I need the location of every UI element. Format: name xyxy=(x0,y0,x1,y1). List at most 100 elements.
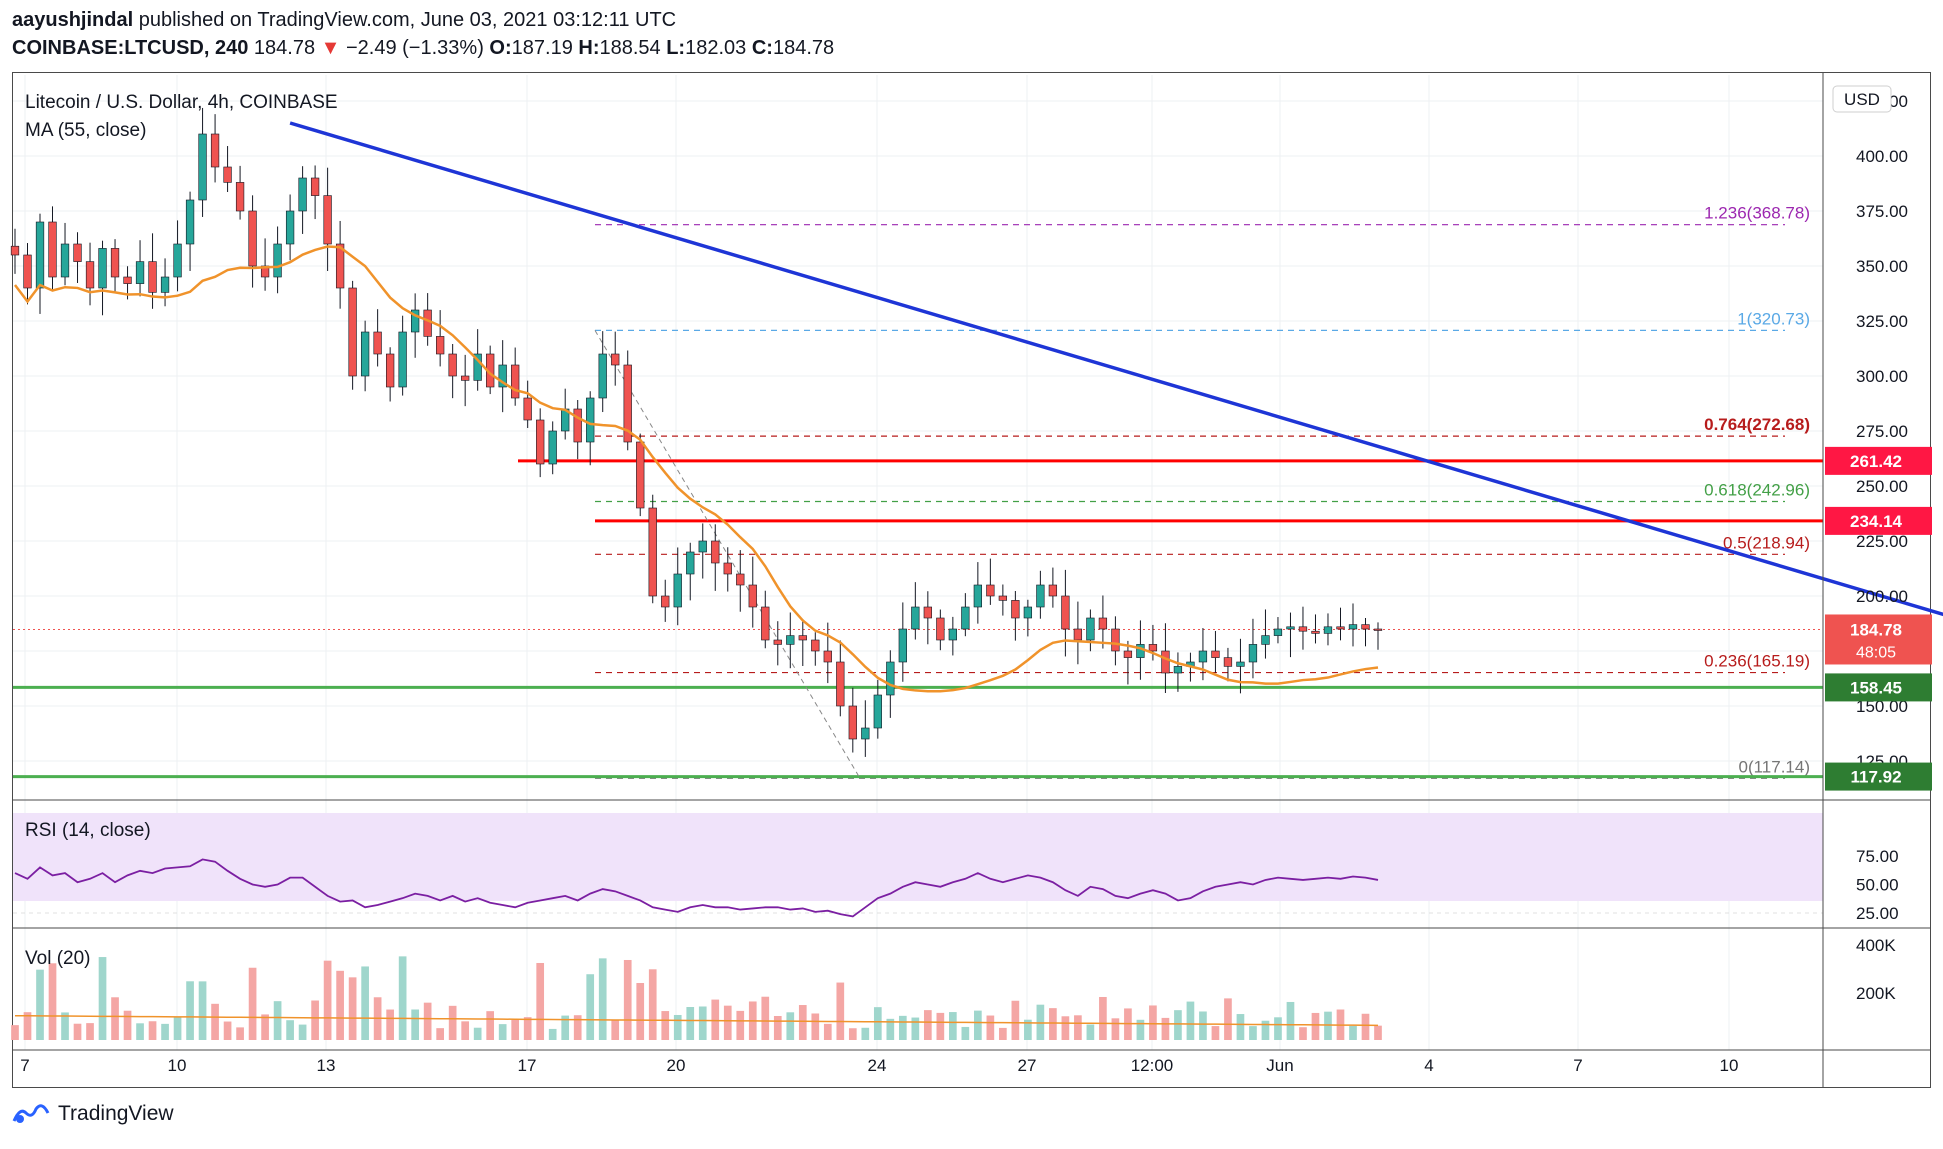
candle-down xyxy=(223,166,232,183)
candle-down xyxy=(1336,626,1345,630)
grid xyxy=(13,75,1823,1050)
volume-bar xyxy=(411,1009,419,1040)
volume-bar xyxy=(11,1025,19,1040)
volume-bar xyxy=(923,1010,932,1040)
volume-bar xyxy=(1211,1026,1220,1040)
candle-down xyxy=(761,606,770,641)
candle-down xyxy=(48,221,57,278)
trendline[interactable] xyxy=(289,121,1943,662)
volume-bar xyxy=(1286,1001,1295,1040)
currency-box[interactable] xyxy=(1832,85,1892,113)
volume-bar xyxy=(623,959,632,1040)
volume-bar xyxy=(773,1015,782,1040)
level-tag-label: 158.45 xyxy=(1850,678,1902,697)
volume-bar xyxy=(1011,1000,1020,1040)
candle-down xyxy=(23,254,32,289)
volume-bar xyxy=(736,1010,745,1040)
volume-bar xyxy=(611,1020,620,1040)
volume-bar xyxy=(448,1005,457,1040)
candle-down xyxy=(248,210,257,267)
candle-down xyxy=(836,661,845,707)
volume-bar xyxy=(486,1011,495,1040)
candle-up xyxy=(135,261,145,284)
candle-up xyxy=(1173,666,1183,674)
volume-bar xyxy=(873,1007,882,1040)
candle-up xyxy=(686,551,695,575)
fib-label: 0.5(218.94) xyxy=(1723,533,1810,552)
volume-bar xyxy=(461,1021,470,1040)
level-tag-label: 234.14 xyxy=(1850,512,1903,531)
volume-bar xyxy=(1074,1015,1082,1040)
candle-down xyxy=(1161,650,1170,674)
publish-info: aayushjindal published on TradingView.co… xyxy=(12,9,676,32)
volume-bar xyxy=(1324,1011,1332,1040)
chart-frame xyxy=(12,72,1931,1088)
price-change: −2.49 (−1.33%) xyxy=(345,37,484,59)
price-tick-label: 300.00 xyxy=(1856,367,1908,386)
footer-brand[interactable]: TradingView xyxy=(12,1102,174,1126)
volume-bar xyxy=(261,1014,269,1040)
candle-down xyxy=(648,507,657,597)
volume-bar xyxy=(248,967,257,1040)
time-tick-label: 10 xyxy=(168,1056,187,1075)
fib-label: 0.764(272.68) xyxy=(1704,415,1810,434)
low-value: 182.03 xyxy=(685,37,747,59)
candle-down xyxy=(623,364,632,443)
fib-label: 1(320.73) xyxy=(1737,309,1810,328)
fib-label: 0.618(242.96) xyxy=(1704,480,1810,499)
candle-down xyxy=(573,408,582,443)
volume-bar xyxy=(661,1011,670,1040)
time-tick-label: 13 xyxy=(317,1056,336,1075)
candle-down xyxy=(385,353,395,388)
low-label: L: xyxy=(666,37,686,59)
candle-up xyxy=(473,353,482,381)
time-tick-label: 20 xyxy=(667,1056,686,1075)
candle-down xyxy=(848,705,857,740)
publish-text: published on TradingView.com, June 03, 2… xyxy=(138,9,677,31)
price-tick-label: 200.00 xyxy=(1856,587,1908,606)
open-label: O: xyxy=(489,37,512,59)
candle-down xyxy=(1123,650,1133,658)
volume-bar xyxy=(986,1015,995,1040)
candle-down xyxy=(1011,600,1020,619)
volume-bar xyxy=(636,983,645,1040)
volume-bar xyxy=(361,966,369,1040)
price-tick-label: 150.00 xyxy=(1856,697,1908,716)
candle-down xyxy=(1048,584,1058,597)
candle-down xyxy=(73,243,82,262)
volume-bar xyxy=(1086,1024,1095,1040)
volume-bar xyxy=(1249,1026,1257,1040)
open-value: 187.19 xyxy=(511,37,573,59)
last-price-tag-label: 184.78 xyxy=(1850,620,1902,639)
close-value: 184.78 xyxy=(772,37,835,59)
candle-down xyxy=(123,276,132,284)
volume-bar xyxy=(811,1013,820,1040)
volume-bar xyxy=(974,1010,982,1040)
volume-bar xyxy=(798,1005,807,1040)
volume-bar xyxy=(1174,1010,1182,1040)
price-tick-label: 400.00 xyxy=(1856,147,1908,166)
volume-bar xyxy=(961,1026,970,1040)
candle-down xyxy=(448,353,457,377)
volume-bar xyxy=(686,1007,695,1040)
fib-label: 1.236(368.78) xyxy=(1704,204,1810,223)
candle-down xyxy=(511,364,520,399)
publisher-name[interactable]: aayushjindal xyxy=(12,9,134,31)
candle-down xyxy=(10,245,20,256)
candle-up xyxy=(973,584,982,608)
volume-bar xyxy=(36,969,44,1040)
volume-bar xyxy=(323,960,332,1040)
candle-up xyxy=(173,243,182,278)
candle-down xyxy=(373,331,382,355)
volume-bar xyxy=(1224,998,1232,1040)
volume-bar xyxy=(898,1015,907,1040)
candle-up xyxy=(861,727,870,740)
price-tags: 261.42 234.14 158.45 117.92 184.78 48:05 xyxy=(1825,446,1932,791)
volume-bar xyxy=(148,1021,157,1040)
candle-down xyxy=(773,639,782,645)
volume-bar xyxy=(1061,1016,1070,1040)
volume-bar xyxy=(173,1017,182,1040)
candle-down xyxy=(798,635,807,641)
time-tick-label: 4 xyxy=(1424,1056,1433,1075)
